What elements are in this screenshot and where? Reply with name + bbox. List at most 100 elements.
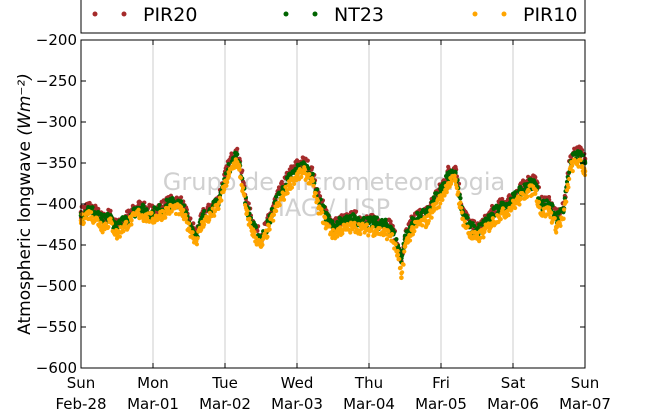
data-point bbox=[399, 275, 404, 281]
data-point bbox=[500, 206, 506, 211]
data-point bbox=[164, 197, 169, 203]
y-axis-label-text: Atmospheric longwave bbox=[15, 141, 35, 335]
data-point bbox=[498, 217, 503, 222]
data-point bbox=[458, 200, 463, 205]
data-point bbox=[310, 178, 315, 183]
data-point bbox=[109, 221, 115, 226]
data-point bbox=[356, 222, 362, 227]
x-tick-label-date: Mar-04 bbox=[343, 395, 395, 409]
y-axis-label-unit: (Wm⁻²) bbox=[15, 73, 35, 135]
data-point bbox=[449, 179, 454, 184]
data-point bbox=[407, 238, 413, 243]
data-point bbox=[157, 202, 162, 208]
data-point bbox=[516, 199, 521, 204]
data-point bbox=[302, 167, 308, 172]
data-point bbox=[124, 219, 129, 225]
data-point bbox=[260, 242, 265, 247]
data-point bbox=[207, 217, 212, 223]
data-point bbox=[97, 224, 102, 229]
data-point bbox=[317, 194, 323, 199]
data-point bbox=[412, 229, 417, 234]
data-point bbox=[536, 199, 542, 205]
x-tick-label-day: Sat bbox=[501, 374, 526, 392]
x-tick-label-day: Thu bbox=[354, 374, 383, 392]
data-point bbox=[96, 206, 101, 212]
y-tick-label: −500 bbox=[36, 277, 77, 295]
data-point bbox=[305, 175, 310, 180]
data-point bbox=[582, 166, 587, 171]
data-point bbox=[454, 185, 459, 191]
data-point bbox=[238, 175, 243, 180]
data-point bbox=[248, 220, 253, 225]
data-point bbox=[353, 209, 359, 214]
x-tick-label-day: Tue bbox=[211, 374, 238, 392]
data-point bbox=[549, 210, 554, 215]
data-point bbox=[322, 215, 328, 220]
data-point bbox=[144, 207, 149, 212]
data-point bbox=[227, 171, 232, 176]
y-tick-label: −350 bbox=[36, 154, 77, 172]
data-point bbox=[546, 194, 552, 200]
x-tick-label-date: Mar-01 bbox=[127, 395, 179, 409]
data-point bbox=[311, 183, 316, 188]
y-tick-label: −450 bbox=[36, 236, 77, 254]
x-tick-label-day: Mon bbox=[137, 374, 169, 392]
data-point bbox=[267, 227, 272, 232]
data-point bbox=[242, 193, 247, 198]
data-point bbox=[531, 178, 536, 183]
data-point bbox=[472, 223, 477, 229]
data-point bbox=[279, 179, 284, 184]
data-point bbox=[253, 225, 259, 230]
data-point bbox=[274, 194, 279, 199]
data-point bbox=[401, 262, 406, 267]
data-point bbox=[562, 207, 567, 212]
data-point bbox=[526, 188, 531, 193]
data-point bbox=[394, 237, 399, 242]
data-point bbox=[444, 190, 449, 195]
data-point bbox=[321, 221, 326, 226]
x-tick-label-date: Mar-03 bbox=[271, 395, 323, 409]
data-point bbox=[561, 216, 566, 221]
data-point bbox=[108, 216, 113, 221]
data-point bbox=[462, 219, 467, 224]
data-point bbox=[495, 203, 500, 209]
data-point bbox=[271, 212, 277, 217]
y-tick-label: −400 bbox=[36, 195, 77, 213]
data-point bbox=[389, 232, 395, 237]
data-point bbox=[178, 199, 184, 204]
data-point bbox=[330, 227, 336, 232]
data-point bbox=[348, 230, 353, 235]
data-point bbox=[225, 176, 230, 181]
data-point bbox=[229, 151, 234, 156]
data-point bbox=[335, 222, 341, 227]
data-point bbox=[458, 196, 463, 201]
data-point bbox=[163, 215, 168, 220]
data-point bbox=[459, 210, 464, 215]
legend-marker bbox=[92, 11, 98, 17]
x-tick-label-day: Sun bbox=[67, 374, 96, 392]
data-point bbox=[224, 183, 229, 188]
data-point bbox=[453, 169, 458, 174]
data-point bbox=[98, 220, 103, 225]
x-tick-label-day: Wed bbox=[281, 374, 314, 392]
y-tick-label: −600 bbox=[36, 359, 77, 377]
data-point bbox=[440, 197, 445, 202]
data-point bbox=[558, 223, 563, 228]
data-point bbox=[552, 216, 557, 221]
legend-marker bbox=[472, 11, 478, 17]
data-point bbox=[190, 230, 195, 235]
data-point bbox=[544, 198, 549, 203]
data-point bbox=[392, 246, 397, 251]
data-point bbox=[245, 208, 250, 214]
data-point bbox=[271, 218, 276, 223]
data-point bbox=[383, 217, 388, 222]
data-point bbox=[253, 235, 259, 240]
legend-marker bbox=[121, 11, 127, 17]
data-point bbox=[361, 215, 367, 220]
data-point bbox=[320, 210, 325, 215]
data-point bbox=[81, 220, 86, 225]
data-point bbox=[183, 212, 188, 217]
data-point bbox=[202, 222, 207, 227]
x-tick-label-date: Mar-06 bbox=[487, 395, 539, 409]
